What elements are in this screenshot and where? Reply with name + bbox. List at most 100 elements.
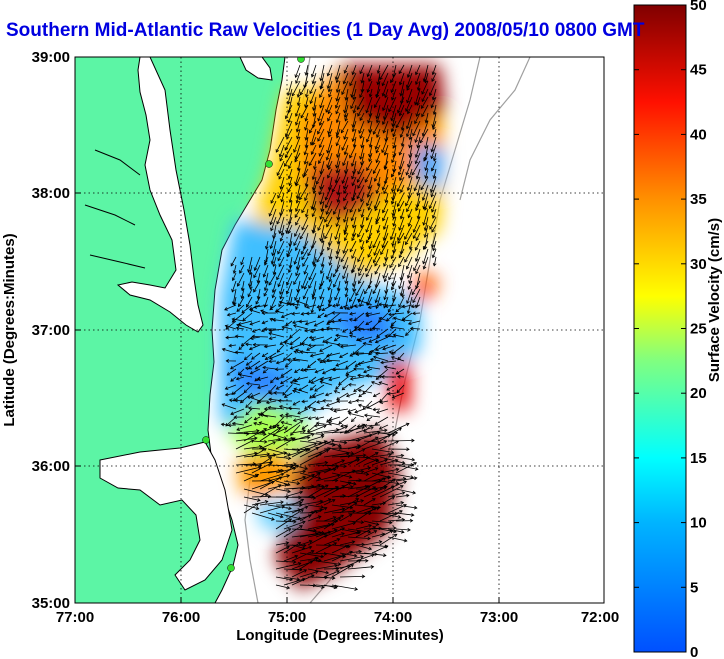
velocity-vector-head xyxy=(312,107,316,111)
velocity-vector-head xyxy=(350,217,355,222)
velocity-vector xyxy=(237,272,245,287)
velocity-vector-head xyxy=(224,392,229,397)
velocity-vector xyxy=(335,256,341,273)
velocity-vector-head xyxy=(321,307,326,311)
velocity-vector-head xyxy=(422,260,426,265)
velocity-vector-head xyxy=(411,438,415,443)
velocity-vector-head xyxy=(407,214,412,219)
velocity-vector xyxy=(326,320,333,325)
velocity-vector-head xyxy=(432,133,437,138)
velocity-vector xyxy=(295,240,301,251)
isobath-line xyxy=(459,57,531,201)
radar-station-marker xyxy=(227,564,235,572)
velocity-vector xyxy=(358,392,365,398)
velocity-vector xyxy=(332,264,341,277)
velocity-vector xyxy=(346,392,357,397)
velocity-vector xyxy=(430,176,437,193)
velocity-vector-head xyxy=(319,348,323,352)
velocity-vector xyxy=(329,416,341,421)
velocity-vector-head xyxy=(307,364,311,368)
velocity-vector-head xyxy=(294,247,299,252)
velocity-vector xyxy=(286,240,293,257)
velocity-vector xyxy=(295,144,301,160)
velocity-vector-head xyxy=(350,451,355,455)
velocity-vector-head xyxy=(263,261,268,266)
velocity-vector xyxy=(385,280,389,294)
velocity-vector xyxy=(371,544,388,548)
velocity-vector-head xyxy=(300,114,304,119)
velocity-vector xyxy=(409,272,413,284)
velocity-vector xyxy=(243,488,268,496)
velocity-vector xyxy=(326,216,333,227)
velocity-vector-head xyxy=(351,224,356,229)
velocity-vector xyxy=(284,152,293,167)
velocity-vector xyxy=(353,104,357,114)
velocity-vector xyxy=(312,216,317,233)
velocity-vector xyxy=(291,574,315,586)
velocity-vector xyxy=(280,415,293,418)
x-tick-label: 77:00 xyxy=(56,609,94,626)
velocity-vector xyxy=(299,440,322,444)
velocity-vector-head xyxy=(353,553,358,558)
velocity-vector xyxy=(401,136,405,147)
velocity-vector-head xyxy=(397,208,402,212)
velocity-vector xyxy=(319,112,325,126)
velocity-vector-head xyxy=(304,183,309,188)
velocity-vector-head xyxy=(329,407,334,412)
velocity-vector xyxy=(383,216,389,230)
velocity-vector-head xyxy=(337,517,342,521)
velocity-vector-head xyxy=(351,469,356,474)
velocity-vector-head xyxy=(416,192,420,197)
velocity-vector xyxy=(291,485,314,490)
velocity-vector xyxy=(307,534,328,546)
velocity-vector xyxy=(365,216,373,233)
velocity-vector-head xyxy=(409,326,414,331)
velocity-vector xyxy=(249,309,261,314)
velocity-vector xyxy=(321,256,325,267)
velocity-vector-head xyxy=(245,342,249,347)
velocity-vector-head xyxy=(257,377,261,381)
velocity-vector-head xyxy=(357,388,362,393)
velocity-vector xyxy=(366,128,373,143)
velocity-vector xyxy=(341,384,349,391)
velocity-vector xyxy=(369,120,373,133)
velocity-vector xyxy=(352,64,357,75)
velocity-vector-head xyxy=(288,165,292,170)
velocity-vector xyxy=(328,422,341,426)
velocity-vector-head xyxy=(406,99,410,104)
velocity-vector-head xyxy=(249,308,253,313)
velocity-vector-head xyxy=(322,339,326,343)
velocity-vector-head xyxy=(399,510,403,514)
velocity-vector-head xyxy=(357,112,361,117)
velocity-vector-head xyxy=(256,279,261,284)
velocity-vector-head xyxy=(398,304,402,308)
velocity-vector xyxy=(359,128,365,139)
velocity-vector xyxy=(398,200,405,212)
velocity-vector xyxy=(380,360,397,364)
velocity-vector xyxy=(379,381,389,386)
velocity-vector xyxy=(268,272,277,286)
velocity-vector xyxy=(335,384,341,390)
velocity-vector xyxy=(353,160,357,174)
velocity-vector-head xyxy=(365,313,370,318)
velocity-vector-head xyxy=(432,157,437,162)
velocity-vector xyxy=(341,120,349,133)
velocity-vector xyxy=(331,522,356,530)
velocity-vector-head xyxy=(323,440,328,444)
velocity-vector xyxy=(423,208,429,226)
velocity-vector xyxy=(268,384,277,394)
velocity-vector-head xyxy=(295,306,299,310)
velocity-vector xyxy=(366,312,381,317)
velocity-vector-head xyxy=(255,506,260,511)
velocity-vector-head xyxy=(404,236,408,240)
velocity-vector-head xyxy=(405,108,409,112)
velocity-vector-head xyxy=(401,460,406,465)
velocity-vector xyxy=(303,168,309,177)
velocity-vector-head xyxy=(333,409,337,413)
velocity-vector xyxy=(322,336,333,343)
velocity-vector-head xyxy=(407,223,412,227)
velocity-vector-head xyxy=(359,70,363,75)
velocity-vector-head xyxy=(351,124,356,128)
velocity-vector-head xyxy=(358,208,362,213)
velocity-vector-head xyxy=(318,452,323,456)
